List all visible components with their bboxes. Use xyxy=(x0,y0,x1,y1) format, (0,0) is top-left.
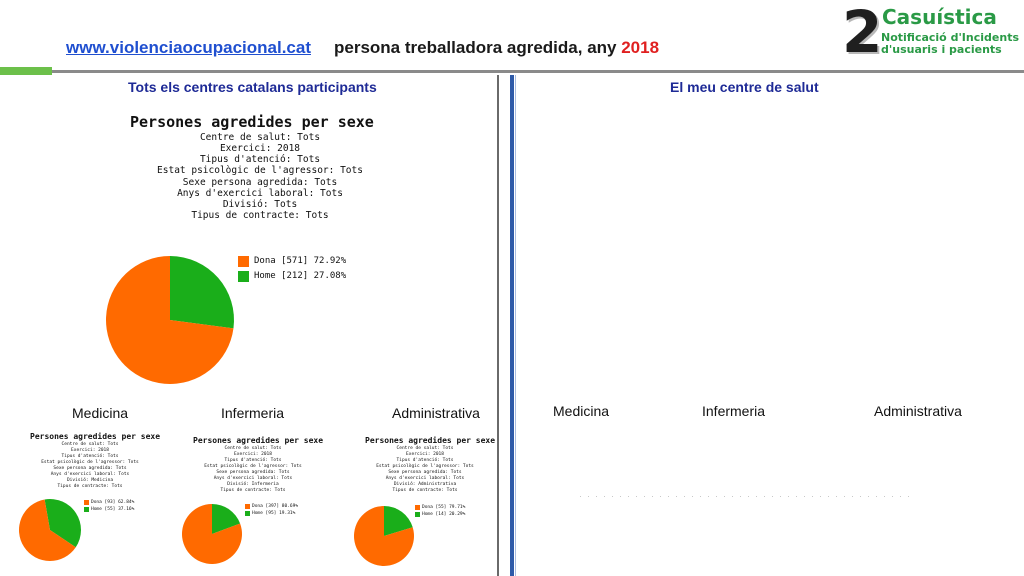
header-accent-bar xyxy=(0,67,52,75)
small-chart-2-filter-7: Divisió: Infermeria xyxy=(227,482,279,487)
main-filter-5: Sexe persona agredida: Tots xyxy=(182,177,338,188)
small-chart-1-title: Persones agredides per sexe xyxy=(30,432,161,441)
small-chart-3-label-home: Home [14] 20.29% xyxy=(422,512,466,517)
pie-slice-home xyxy=(384,506,413,536)
main-filter-6: Anys d'exercici laboral: Tots xyxy=(177,188,343,199)
small-chart-1-filter-2: Exercici: 2018 xyxy=(71,448,109,453)
pie-slice-home xyxy=(44,499,82,548)
main-filter-1: Centre de salut: Tots xyxy=(199,132,321,143)
small-chart-3-swatch-dona xyxy=(415,505,420,510)
small-chart-1-swatch-home xyxy=(84,507,89,512)
logo-subtitle-1: Notificació d'Incidents xyxy=(881,31,1019,44)
small-chart-2-swatch-home xyxy=(245,511,250,516)
small-chart-1-filter-4: Estat psicològic de l'agressor: Tots xyxy=(41,460,139,465)
pie-chart-medicina xyxy=(19,499,82,561)
small-chart-2-filter-6: Anys d'exercici laboral: Tots xyxy=(213,476,293,481)
panel-divider xyxy=(510,75,514,576)
pie-slice-home xyxy=(170,256,234,329)
pie-slice-dona xyxy=(182,504,242,564)
small-chart-1-label-dona: Dona [93] 62.84% xyxy=(91,500,135,505)
small-chart-2-label-dona: Dona [397] 80.69% xyxy=(252,504,299,509)
site-link[interactable]: www.violenciaocupacional.cat xyxy=(66,38,311,57)
small-chart-1-filter-3: Tipus d'atenció: Tots xyxy=(61,454,119,459)
small-chart-2-filter-4: Estat psicològic de l'agressor: Tots xyxy=(204,464,302,469)
pie-slice-home xyxy=(212,504,241,534)
pie-chart-all xyxy=(106,256,234,384)
small-chart-2-swatch-dona xyxy=(245,504,250,509)
section-title-left: Tots els centres catalans participants xyxy=(128,79,377,95)
small-chart-3-filter-1: Centre de salut: Tots xyxy=(396,446,454,451)
pie-slice-dona xyxy=(19,499,76,561)
small-chart-1-filter-1: Centre de salut: Tots xyxy=(61,442,119,447)
panel-divider-light xyxy=(515,75,516,576)
header-divider xyxy=(52,70,1024,73)
small-chart-3-filter-5: Sexe persona agredida: Tots xyxy=(388,470,462,475)
small-chart-3-filter-4: Estat psicològic de l'agressor: Tots xyxy=(376,464,474,469)
small-chart-1-label-home: Home [55] 37.16% xyxy=(91,507,135,512)
small-chart-3-filter-3: Tipus d'atenció: Tots xyxy=(396,458,454,463)
page-title-text: persona treballadora agredida, any xyxy=(334,38,622,57)
page-title: persona treballadora agredida, any 2018 xyxy=(334,38,659,58)
main-filter-3: Tipus d'atenció: Tots xyxy=(199,154,321,165)
small-chart-2-filter-1: Centre de salut: Tots xyxy=(224,446,282,451)
main-filter-2: Exercici: 2018 xyxy=(219,143,301,154)
small-chart-1-filter-7: Divisió: Medicina xyxy=(66,478,114,483)
small-chart-3-swatch-home xyxy=(415,512,420,517)
logo-title: Casuística xyxy=(882,5,997,29)
legend-swatch-home xyxy=(238,271,249,282)
small-chart-2-filter-3: Tipus d'atenció: Tots xyxy=(224,458,282,463)
small-chart-2-title: Persones agredides per sexe xyxy=(193,436,324,445)
small-chart-1-filter-5: Sexe persona agredida: Tots xyxy=(53,466,127,471)
page-title-year: 2018 xyxy=(621,38,660,57)
pie-chart-infermeria xyxy=(182,504,242,564)
category-label-medicina: Medicina xyxy=(72,405,129,421)
small-chart-2-filter-2: Exercici: 2018 xyxy=(234,452,272,457)
small-chart-3-filter-8: Tipus de contracte: Tots xyxy=(392,488,458,493)
small-chart-1-filter-8: Tipus de contracte: Tots xyxy=(57,484,123,489)
main-chart-title: Persones agredides per sexe xyxy=(130,113,374,131)
pie-slice-dona xyxy=(354,506,414,566)
category-label-administrativa: Administrativa xyxy=(392,405,480,421)
small-chart-1-swatch-dona xyxy=(84,500,89,505)
small-chart-3-title: Persones agredides per sexe xyxy=(365,436,496,445)
right-category-label-infermeria: Infermeria xyxy=(702,403,766,419)
right-category-label-medicina: Medicina xyxy=(553,403,610,419)
category-label-infermeria: Infermeria xyxy=(221,405,285,421)
legend-label-home: Home [212] 27.08% xyxy=(254,271,347,281)
section-title-right: El meu centre de salut xyxy=(670,79,819,95)
small-chart-2-filter-5: Sexe persona agredida: Tots xyxy=(216,470,290,475)
small-chart-3-filter-2: Exercici: 2018 xyxy=(406,452,444,457)
legend-swatch-dona xyxy=(238,256,249,267)
pie-slice-dona xyxy=(106,256,234,384)
small-chart-2-filter-8: Tipus de contracte: Tots xyxy=(220,488,286,493)
right-category-label-administrativa: Administrativa xyxy=(874,403,962,419)
pie-chart-administrativa xyxy=(354,506,414,566)
logo-subtitle-2: d'usuaris i pacients xyxy=(881,43,1002,56)
logo-digit: 2 xyxy=(842,0,883,66)
legend-label-dona: Dona [571] 72.92% xyxy=(254,256,347,266)
right-placeholder-dots xyxy=(580,496,910,497)
small-chart-3-filter-7: Divisió: Administrativa xyxy=(393,482,457,487)
main-filter-8: Tipus de contracte: Tots xyxy=(191,210,329,221)
small-chart-3-filter-6: Anys d'exercici laboral: Tots xyxy=(385,476,465,481)
main-filter-7: Divisió: Tots xyxy=(222,199,298,210)
main-filter-4: Estat psicològic de l'agressor: Tots xyxy=(157,165,363,176)
small-chart-3-label-dona: Dona [55] 79.71% xyxy=(422,505,466,510)
small-chart-1-filter-6: Anys d'exercici laboral: Tots xyxy=(50,472,130,477)
left-panel-edge xyxy=(497,75,499,576)
small-chart-2-label-home: Home [95] 19.31% xyxy=(252,511,296,516)
